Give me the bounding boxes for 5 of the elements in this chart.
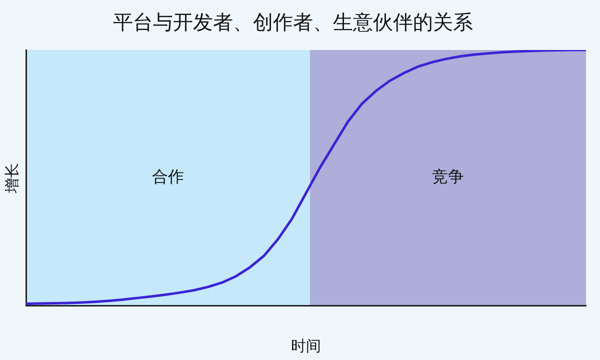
annotation: 合作 xyxy=(152,166,184,186)
annotation: 竞争 xyxy=(432,166,464,186)
chart-title: 平台与开发者、创作者、生意伙伴的关系 xyxy=(113,10,473,34)
y-axis-title: 增长 xyxy=(2,162,21,194)
x-axis-title: 时间 xyxy=(291,336,321,355)
